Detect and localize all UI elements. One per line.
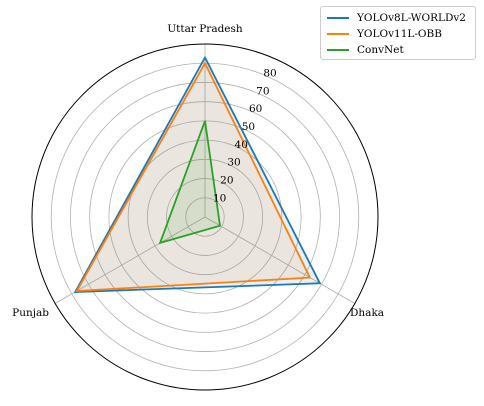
series-fill-1 bbox=[75, 57, 320, 292]
radial-tick-label: 10 bbox=[213, 192, 226, 204]
legend-label-series-1: YOLOv8L-WORLDv2 bbox=[357, 12, 466, 24]
series-line-3 bbox=[158, 120, 222, 245]
series-fill-2 bbox=[76, 63, 310, 292]
radial-tick-label: 80 bbox=[263, 68, 276, 80]
grid-spoke bbox=[204, 216, 356, 304]
radial-tick-label: 70 bbox=[256, 85, 269, 97]
outer-frame-circle bbox=[31, 43, 379, 391]
legend-item-series-1: YOLOv8L-WORLDv2 bbox=[327, 11, 466, 25]
label-layer: 10 20 30 40 50 60 70 80 Uttar Pradesh Dhaka Punjab bbox=[12, 23, 384, 319]
fill-layer bbox=[75, 57, 320, 292]
radial-tick-label: 40 bbox=[235, 139, 248, 151]
radial-tick-label: 60 bbox=[249, 103, 262, 115]
series-line-2 bbox=[75, 61, 312, 292]
legend-item-series-3: ConvNet bbox=[327, 43, 404, 57]
series-line-1 bbox=[73, 55, 322, 293]
axis-label-3: Punjab bbox=[12, 307, 49, 319]
legend-label-series-2: YOLOv11L-OBB bbox=[357, 28, 442, 40]
legend-swatch-series-3 bbox=[327, 49, 349, 51]
grid-spoke bbox=[54, 216, 206, 304]
axis-label-2: Dhaka bbox=[350, 307, 384, 319]
series-layer bbox=[73, 55, 322, 293]
radial-tick-label: 30 bbox=[227, 157, 240, 169]
axis-label-1: Uttar Pradesh bbox=[167, 23, 243, 35]
legend-label-series-3: ConvNet bbox=[357, 44, 404, 56]
legend: YOLOv8L-WORLDv2 YOLOv11L-OBB ConvNet bbox=[320, 6, 476, 60]
legend-swatch-series-1 bbox=[327, 17, 349, 19]
legend-swatch-series-2 bbox=[327, 33, 349, 35]
legend-item-series-2: YOLOv11L-OBB bbox=[327, 27, 442, 41]
series-fill-3 bbox=[160, 120, 220, 243]
radial-tick-label: 50 bbox=[242, 121, 255, 133]
radial-tick-label: 20 bbox=[220, 175, 233, 187]
